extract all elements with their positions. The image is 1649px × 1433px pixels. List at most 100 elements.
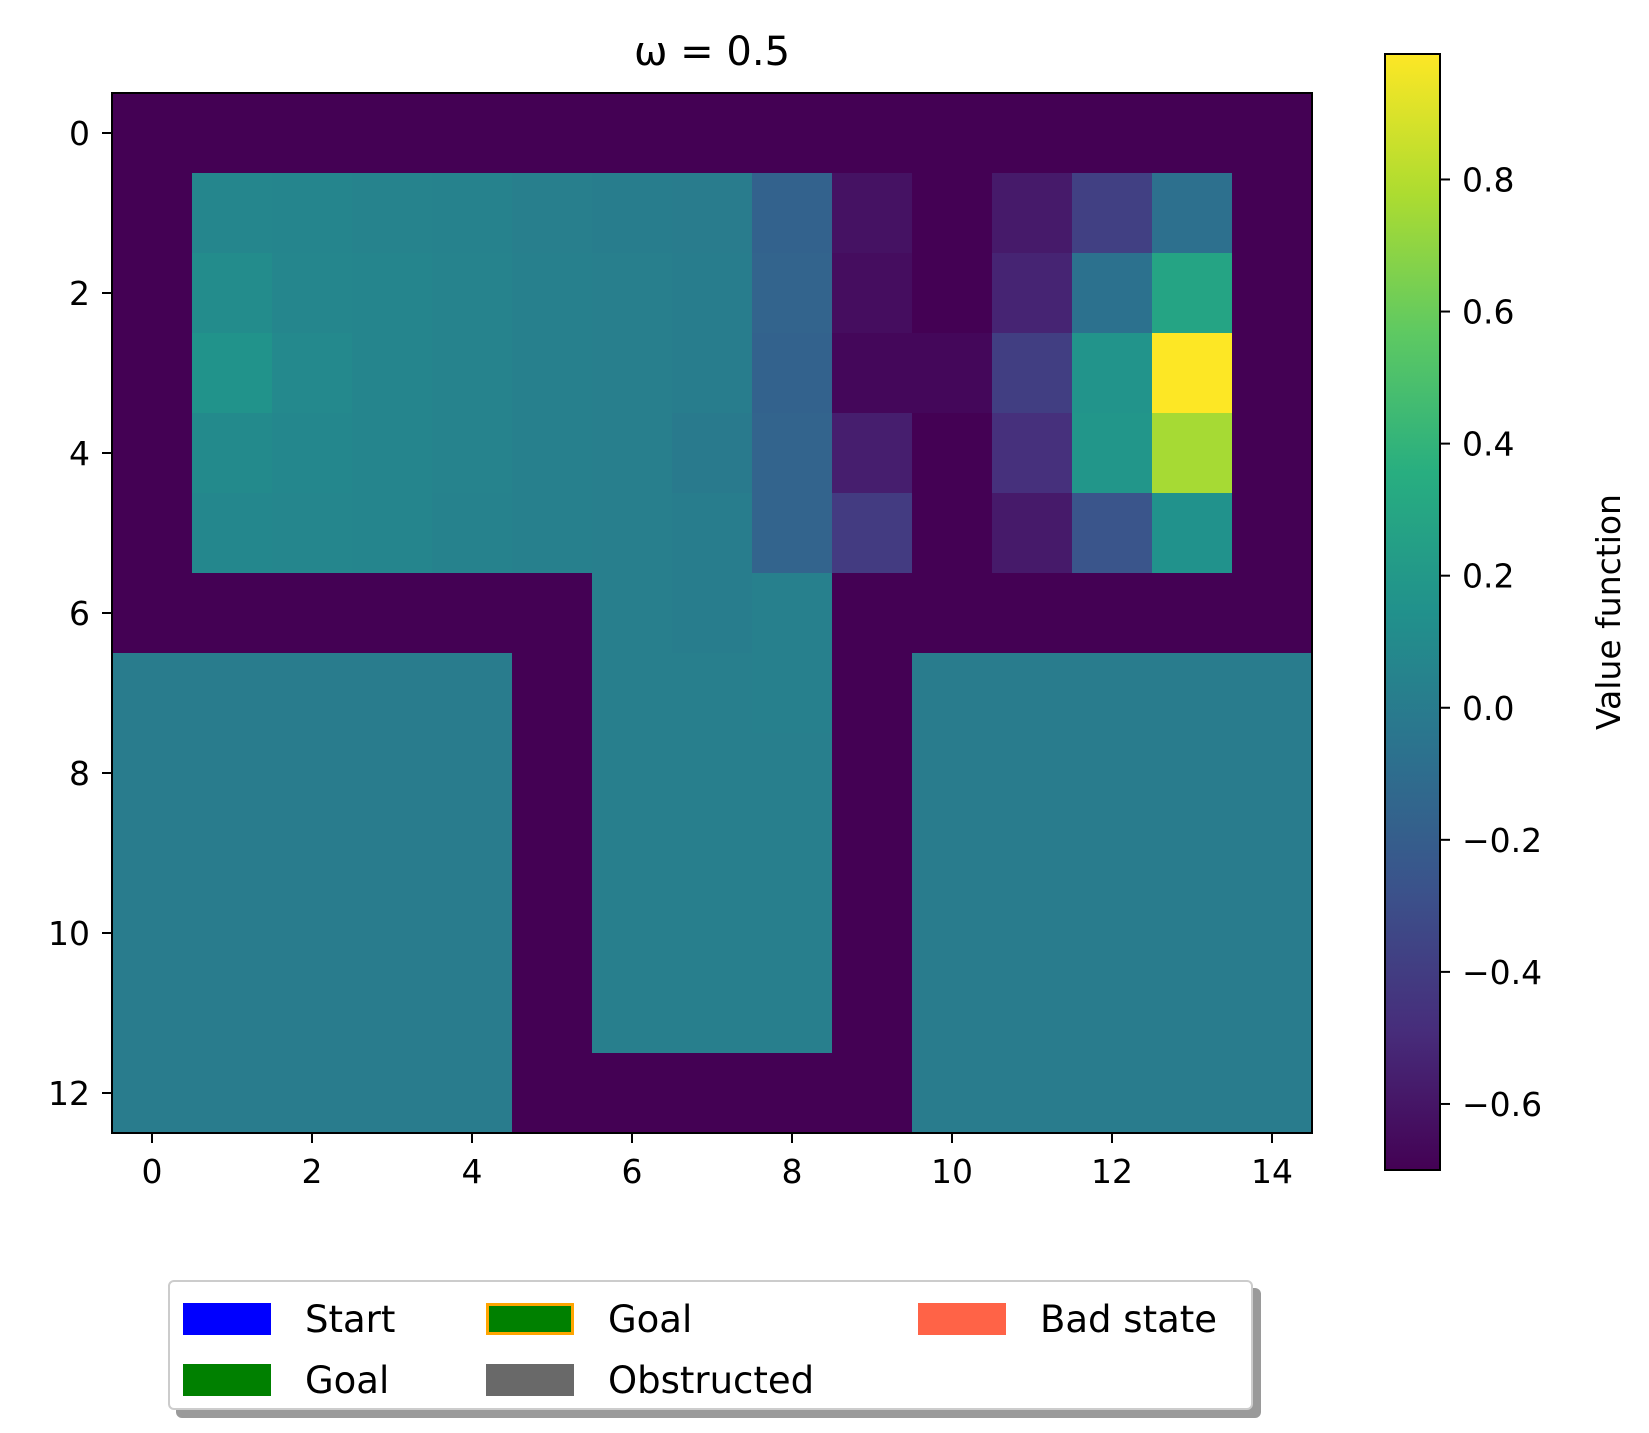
heatmap-cell	[272, 493, 353, 574]
heatmap-cell	[432, 973, 513, 1054]
heatmap-cell	[272, 173, 353, 254]
heatmap-cell	[432, 333, 513, 414]
heatmap-cell	[512, 973, 593, 1054]
heatmap-cell	[512, 573, 593, 654]
heatmap-cell	[512, 333, 593, 414]
heatmap-cell	[912, 973, 993, 1054]
heatmap-cell	[992, 1053, 1073, 1134]
heatmap-cell	[672, 653, 753, 734]
chart-title: ω = 0.5	[634, 29, 790, 75]
heatmap-cell	[832, 1053, 913, 1134]
heatmap-cell	[192, 893, 273, 974]
heatmap-cell	[1232, 733, 1313, 814]
heatmap-cell	[272, 733, 353, 814]
heatmap-cell	[192, 93, 273, 174]
heatmap-cell	[512, 173, 593, 254]
heatmap-cell	[1072, 173, 1153, 254]
colorbar-tick-label: 0.2	[1462, 557, 1514, 596]
heatmap-cell	[192, 1053, 273, 1134]
heatmap-cell	[192, 573, 273, 654]
heatmap-cell	[192, 333, 273, 414]
heatmap-cell	[672, 253, 753, 334]
legend-label-goal: Goal	[305, 1358, 390, 1402]
heatmap-cell	[832, 573, 913, 654]
heatmap-cell	[1152, 973, 1233, 1054]
heatmap-cell	[352, 253, 433, 334]
heatmap-cell	[832, 973, 913, 1054]
heatmap-cell	[672, 973, 753, 1054]
heatmap-cell	[912, 333, 993, 414]
x-tick-label: 8	[782, 1152, 803, 1191]
heatmap-cell	[1232, 573, 1313, 654]
heatmap-cell	[352, 893, 433, 974]
heatmap-cell	[752, 93, 833, 174]
heatmap-cell	[672, 173, 753, 254]
heatmap-cell	[1152, 253, 1233, 334]
x-tick-label: 10	[931, 1152, 973, 1191]
heatmap-cell	[1232, 973, 1313, 1054]
y-tick-label: 8	[69, 754, 90, 793]
heatmap-cell	[112, 733, 193, 814]
heatmap-cell	[832, 653, 913, 734]
x-tick-label: 6	[622, 1152, 643, 1191]
heatmap-cell	[992, 173, 1073, 254]
legend-item-start: Start	[183, 1297, 396, 1341]
heatmap-cell	[992, 813, 1073, 894]
heatmap-cell	[912, 253, 993, 334]
heatmap-cell	[912, 573, 993, 654]
heatmap-cell	[1072, 973, 1153, 1054]
heatmap-cell	[112, 813, 193, 894]
heatmap-cell	[1072, 893, 1153, 974]
heatmap-cell	[672, 813, 753, 894]
heatmap-cell	[672, 493, 753, 574]
heatmap-cell	[592, 653, 673, 734]
heatmap-cell	[1152, 333, 1233, 414]
heatmap-cell	[912, 893, 993, 974]
heatmap-cell	[592, 573, 673, 654]
heatmap-cell	[1152, 413, 1233, 494]
x-tick-label: 12	[1091, 1152, 1133, 1191]
heatmap-cell	[192, 413, 273, 494]
heatmap-cell	[432, 1053, 513, 1134]
legend: Start Goal Goal Obstructed Bad state	[168, 1280, 1261, 1418]
legend-label-start: Start	[305, 1297, 396, 1341]
heatmap-cell	[272, 973, 353, 1054]
heatmap-cell	[832, 413, 913, 494]
heatmap-cell	[1072, 573, 1153, 654]
heatmap-cell	[912, 653, 993, 734]
colorbar-ticks: −0.6 −0.4 −0.2 0.0 0.2 0.4 0.6 0.8	[1440, 160, 1542, 1124]
heatmap-cell	[592, 973, 673, 1054]
heatmap-cell	[112, 893, 193, 974]
heatmap-cell	[912, 93, 993, 174]
colorbar-tick-label: 0.0	[1462, 689, 1514, 728]
heatmap-cell	[272, 253, 353, 334]
heatmap-cell	[1232, 93, 1313, 174]
x-tick-label: 0	[142, 1152, 163, 1191]
heatmap-cell	[512, 413, 593, 494]
heatmap-cell	[512, 493, 593, 574]
heatmap-cell	[912, 493, 993, 574]
x-tick-label: 2	[302, 1152, 323, 1191]
heatmap-cell	[832, 173, 913, 254]
heatmap-cell	[1072, 93, 1153, 174]
heatmap-cell	[1152, 893, 1233, 974]
legend-swatch-obstructed	[486, 1364, 574, 1396]
legend-item-obstructed: Obstructed	[486, 1359, 814, 1402]
heatmap-cell	[192, 973, 273, 1054]
heatmap-cell	[352, 493, 433, 574]
heatmap-cell	[672, 893, 753, 974]
heatmap-cell	[592, 93, 673, 174]
heatmap-cell	[512, 733, 593, 814]
heatmap-cell	[1232, 893, 1313, 974]
heatmap-cell	[1072, 733, 1153, 814]
heatmap-cell	[752, 893, 833, 974]
heatmap-cell	[1152, 93, 1233, 174]
heatmap-cell	[832, 493, 913, 574]
heatmap-cell	[512, 653, 593, 734]
heatmap-cell	[1232, 653, 1313, 734]
heatmap-cell	[112, 333, 193, 414]
heatmap-cell	[1152, 653, 1233, 734]
heatmap-cell	[112, 653, 193, 734]
heatmap-cell	[992, 893, 1073, 974]
heatmap-cell	[752, 973, 833, 1054]
